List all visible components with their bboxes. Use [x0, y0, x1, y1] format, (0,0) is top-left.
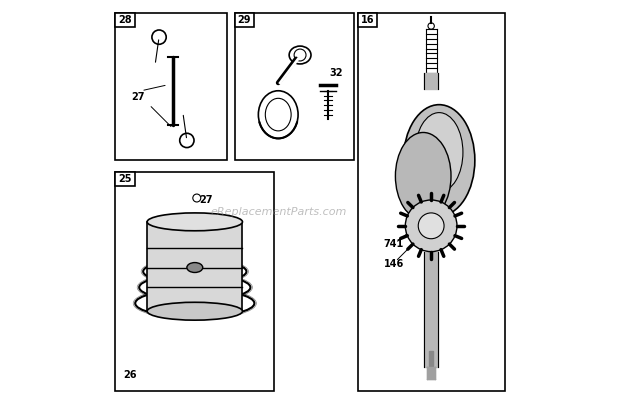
- Text: 146: 146: [384, 258, 404, 268]
- FancyBboxPatch shape: [115, 13, 135, 27]
- Circle shape: [405, 200, 457, 252]
- FancyBboxPatch shape: [115, 13, 226, 160]
- FancyBboxPatch shape: [234, 13, 353, 160]
- FancyBboxPatch shape: [115, 172, 135, 186]
- FancyBboxPatch shape: [234, 13, 254, 27]
- Text: 29: 29: [237, 15, 251, 25]
- FancyBboxPatch shape: [358, 13, 377, 27]
- Text: 32: 32: [330, 68, 343, 78]
- Text: 26: 26: [123, 370, 137, 380]
- Text: 28: 28: [118, 15, 132, 25]
- Ellipse shape: [415, 113, 463, 192]
- Circle shape: [418, 213, 444, 239]
- FancyBboxPatch shape: [358, 13, 505, 391]
- Text: 25: 25: [118, 174, 131, 184]
- Ellipse shape: [147, 302, 242, 320]
- Ellipse shape: [187, 262, 203, 272]
- Polygon shape: [147, 222, 242, 311]
- Ellipse shape: [404, 105, 475, 216]
- Text: 27: 27: [199, 195, 212, 205]
- Text: eReplacementParts.com: eReplacementParts.com: [210, 207, 347, 217]
- Text: 27: 27: [131, 92, 144, 102]
- Ellipse shape: [147, 213, 242, 231]
- Text: 741: 741: [384, 239, 404, 249]
- Text: 16: 16: [360, 15, 374, 25]
- FancyBboxPatch shape: [115, 172, 274, 391]
- Ellipse shape: [396, 132, 451, 220]
